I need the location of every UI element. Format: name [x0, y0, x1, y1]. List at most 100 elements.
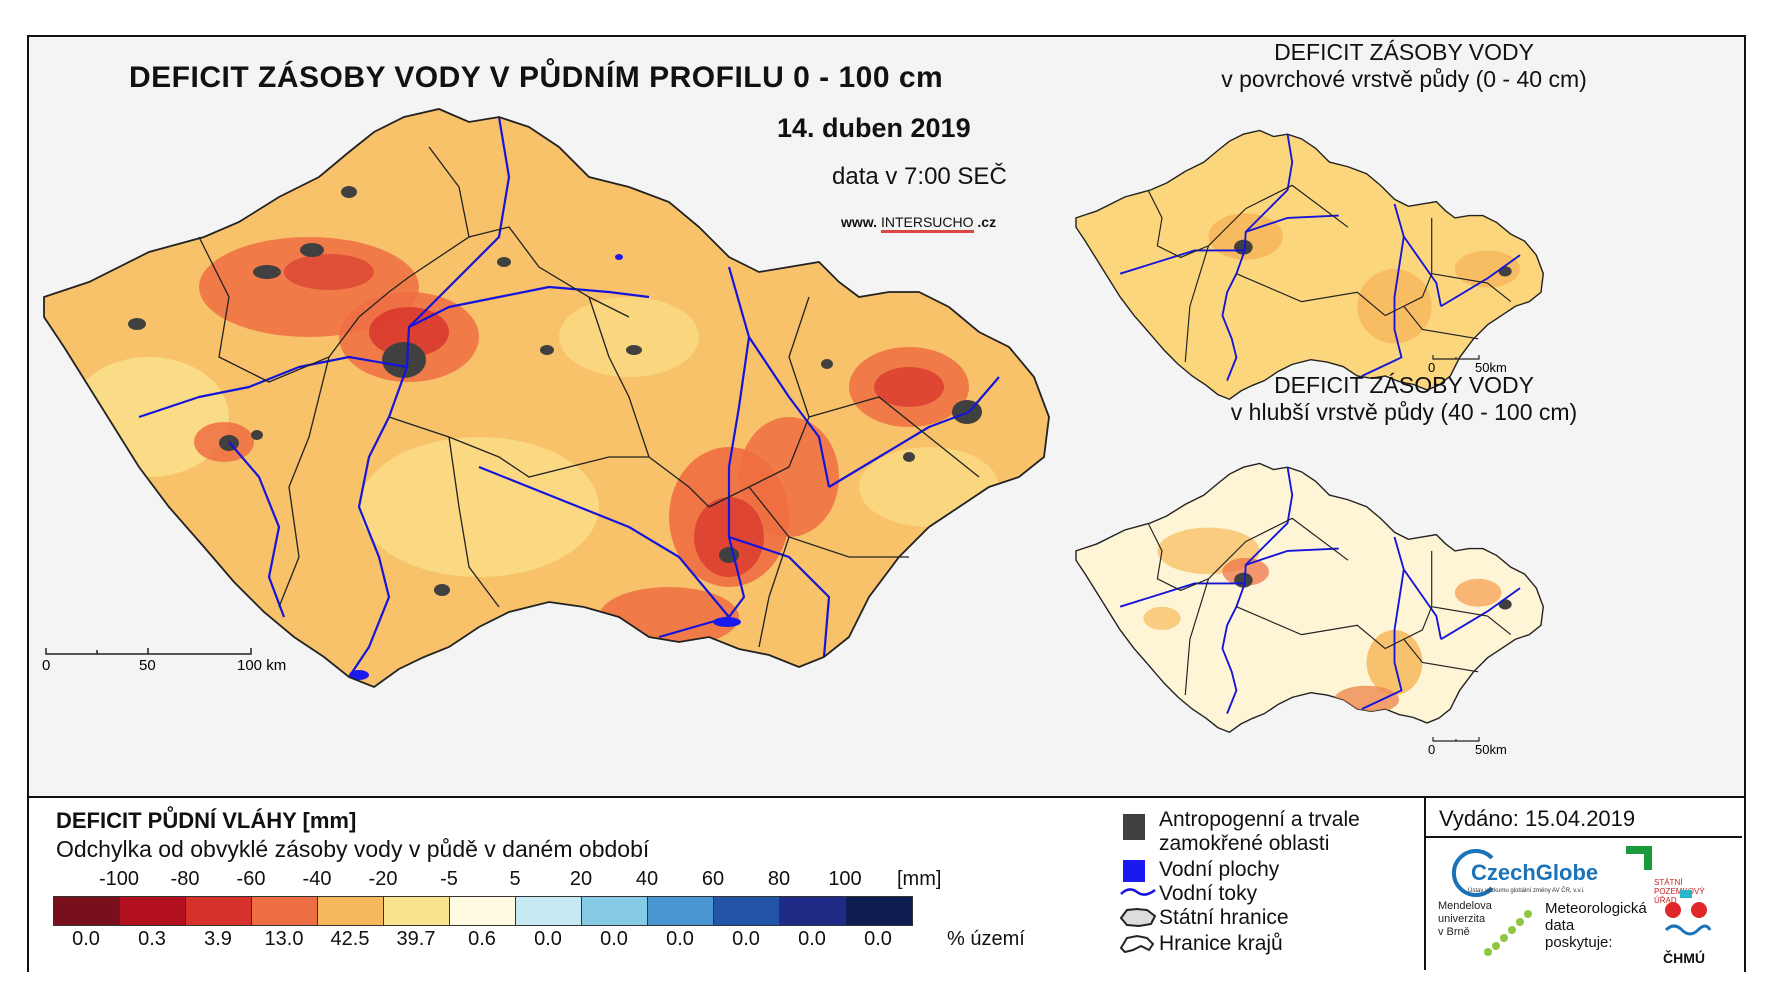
website-prefix: www.	[841, 214, 878, 230]
legend-pct: 42.5	[330, 928, 370, 950]
inset-top-scale-bar: 0 50km	[1428, 355, 1507, 375]
legend-pct: 0.0	[534, 928, 562, 950]
map-area: 0 50 100 km 0 50km	[29, 37, 1744, 796]
website-link[interactable]: www. INTERSUCHO .cz	[841, 214, 997, 233]
main-scale-bar: 0 50 100 km	[42, 648, 286, 674]
website-brand: INTERSUCHO	[880, 214, 974, 233]
inset-top-map	[1075, 129, 1545, 401]
river-swatch-icon	[1120, 888, 1156, 896]
mendel-logo-text: Mendelova univerzita v Brně	[1438, 900, 1492, 939]
legend-tick: -5	[440, 868, 458, 890]
state-border-icon	[1119, 907, 1157, 928]
legend-tick: -40	[302, 868, 332, 890]
legend-swatch	[54, 897, 120, 925]
region-border-icon	[1119, 934, 1155, 954]
main-scale-label-0: 0	[42, 657, 50, 674]
legend-tick: -20	[368, 868, 398, 890]
water-body-swatch	[1123, 860, 1145, 882]
meteo-data-text: Meteorologická data poskytuje:	[1545, 900, 1647, 951]
legend-pct: 39.7	[396, 928, 436, 950]
legend-pct: 0.0	[732, 928, 760, 950]
chmu-logo-icon	[1664, 890, 1712, 936]
legend-tick: 5	[509, 868, 521, 890]
legend-pct-label: % území	[947, 928, 1025, 950]
issued-divider	[1424, 798, 1426, 838]
legend-swatch	[252, 897, 318, 925]
anthropogenic-label: Antropogenní a trvale zamokřené oblasti	[1159, 808, 1360, 856]
spu-logo-icon-stem	[1644, 846, 1652, 870]
mendel-line3: v Brně	[1438, 926, 1470, 938]
chmu-logo-text: ČHMÚ	[1663, 950, 1705, 966]
legend-tick: -60	[236, 868, 266, 890]
spu-line1: STÁTNÍ	[1654, 878, 1683, 887]
map-frame: 0 50 100 km 0 50km	[27, 35, 1746, 972]
czechglobe-logo-icon	[1451, 849, 1494, 897]
meteo-line3: poskytuje:	[1545, 934, 1613, 951]
mendel-line2: univerzita	[1438, 913, 1486, 925]
anthropogenic-label-line2: zamokřené oblasti	[1159, 832, 1330, 855]
inset-top-title: DEFICIT ZÁSOBY VODY v povrchové vrstvě p…	[1204, 39, 1604, 93]
inset-bottom-scale-bar: 0 50km	[1428, 737, 1507, 757]
legend-swatch	[714, 897, 780, 925]
spu-logo-icon	[1626, 846, 1652, 854]
region-border-label: Hranice krajů	[1159, 932, 1283, 955]
legend-tick: 100	[828, 868, 862, 890]
legend-ticks: -100 -80 -60 -40 -20 -5 5 20 40 60 80 10…	[49, 868, 869, 894]
main-title: DEFICIT ZÁSOBY VODY V PŮDNÍM PROFILU 0 -…	[129, 61, 944, 94]
state-border-label: Státní hranice	[1159, 906, 1289, 929]
legend-pct: 13.0	[264, 928, 304, 950]
legend-tick: 20	[569, 868, 593, 890]
legend-tick: 60	[701, 868, 725, 890]
legend-pct: 0.0	[600, 928, 628, 950]
mendel-line1: Mendelova	[1438, 900, 1492, 912]
legend-tick: 40	[635, 868, 659, 890]
legend-percentages: 0.0 0.3 3.9 13.0 42.5 39.7 0.6 0.0 0.0 0…	[53, 928, 892, 954]
meteo-line2: data	[1545, 917, 1575, 934]
legend-panel: DEFICIT PŮDNÍ VLÁHY [mm] Odchylka od obv…	[29, 796, 1744, 972]
legend-pct: 0.0	[72, 928, 100, 950]
legend-tick: 80	[767, 868, 791, 890]
legend-swatch	[120, 897, 186, 925]
legend-swatch	[648, 897, 714, 925]
legend-pct: 3.9	[204, 928, 232, 950]
inset-bottom-title-line1: DEFICIT ZÁSOBY VODY	[1274, 372, 1534, 398]
inset-top-title-line1: DEFICIT ZÁSOBY VODY	[1274, 39, 1534, 65]
mendel-logo-icon	[1484, 910, 1532, 956]
legend-swatch	[582, 897, 648, 925]
main-scale-label-100: 100 km	[237, 657, 286, 674]
issued-date: Vydáno: 15.04.2019	[1439, 806, 1636, 831]
legend-swatch	[318, 897, 384, 925]
legend-swatch	[516, 897, 582, 925]
inset-bottom-scale-50: 50km	[1475, 742, 1507, 757]
legend-tick: -100	[98, 868, 140, 890]
region-borders	[198, 146, 980, 648]
website-suffix: .cz	[977, 214, 997, 230]
legend-pct: 0.0	[864, 928, 892, 950]
water-courses-label: Vodní toky	[1159, 882, 1258, 905]
inset-bottom-title: DEFICIT ZÁSOBY VODY v hlubší vrstvě půdy…	[1204, 372, 1604, 426]
main-map: 0 50 100 km 0 50km	[42, 108, 1545, 757]
anthropogenic-label-line1: Antropogenní a trvale	[1159, 808, 1360, 831]
logos-panel: CzechGlobe Ústav výzkumu globální změny …	[1424, 836, 1742, 970]
legend-pct: 0.6	[468, 928, 496, 950]
country-fill	[44, 109, 1049, 687]
spu-logo-text: STÁTNÍ POZEMKOVÝ ÚŘAD	[1654, 878, 1705, 905]
water-bodies	[349, 254, 741, 680]
inset-top-title-line2: v povrchové vrstvě půdy (0 - 40 cm)	[1221, 66, 1587, 92]
inset-top-scale-0: 0	[1428, 360, 1435, 375]
legend-swatch	[780, 897, 846, 925]
legend-subtitle: Odchylka od obvyklé zásoby vody v půdě v…	[56, 836, 650, 862]
legend-swatch	[186, 897, 252, 925]
czechglobe-logo: CzechGlobe	[1471, 860, 1599, 885]
main-scale-label-50: 50	[139, 657, 156, 674]
legend-unit: [mm]	[897, 868, 942, 890]
legend-color-bar	[53, 896, 913, 926]
legend-tick: -80	[170, 868, 200, 890]
legend-swatch	[384, 897, 450, 925]
spu-line3: ÚŘAD	[1654, 896, 1677, 905]
legend-swatch	[450, 897, 516, 925]
spu-line2: POZEMKOVÝ	[1654, 887, 1705, 896]
czechglobe-subtitle: Ústav výzkumu globální změny AV ČR, v.v.…	[1468, 888, 1585, 894]
legend-pct: 0.0	[666, 928, 694, 950]
main-date: 14. duben 2019	[777, 113, 971, 143]
